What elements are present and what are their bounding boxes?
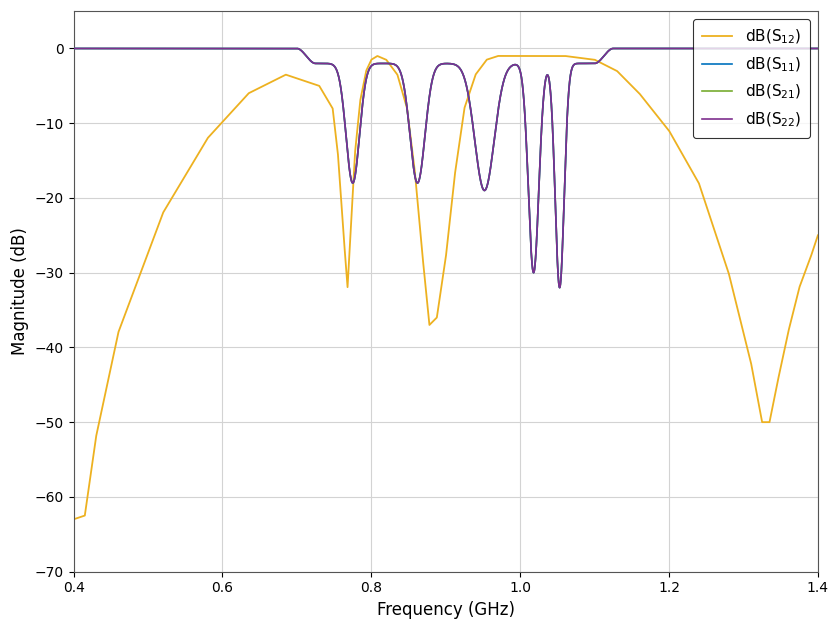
- Line: dB(S$_{12}$): dB(S$_{12}$): [74, 56, 818, 519]
- dB(S$_{21}$): [813, 45, 823, 52]
- dB(S$_{22}$): [813, 45, 823, 52]
- dB(S$_{11}$): [72, 45, 82, 52]
- dB(S$_{12}$): [113, 329, 123, 337]
- dB(S$_{11}$): [99, 45, 109, 52]
- dB(S$_{22}$): [113, 45, 123, 52]
- Line: dB(S$_{11}$): dB(S$_{11}$): [74, 49, 818, 288]
- dB(S$_{22}$): [69, 45, 79, 52]
- dB(S$_{12}$): [72, 515, 82, 522]
- dB(S$_{12}$): [99, 394, 109, 401]
- dB(S$_{11}$): [433, 63, 443, 71]
- dB(S$_{11}$): [113, 45, 123, 52]
- dB(S$_{22}$): [433, 63, 443, 71]
- dB(S$_{12}$): [493, 52, 503, 60]
- dB(S$_{11}$): [774, 45, 784, 52]
- dB(S$_{12}$): [433, 309, 443, 317]
- dB(S$_{22}$): [72, 45, 82, 52]
- Line: dB(S$_{22}$): dB(S$_{22}$): [74, 49, 818, 288]
- dB(S$_{22}$): [99, 45, 109, 52]
- dB(S$_{21}$): [72, 45, 82, 52]
- dB(S$_{22}$): [214, 45, 224, 52]
- dB(S$_{21}$): [433, 63, 443, 71]
- Y-axis label: Magnitude (dB): Magnitude (dB): [11, 227, 29, 355]
- dB(S$_{12}$): [774, 374, 784, 381]
- dB(S$_{12}$): [813, 232, 823, 239]
- dB(S$_{21}$): [774, 45, 784, 52]
- dB(S$_{11}$): [813, 45, 823, 52]
- dB(S$_{11}$): [554, 284, 564, 292]
- dB(S$_{21}$): [99, 45, 109, 52]
- dB(S$_{11}$): [69, 45, 79, 52]
- dB(S$_{11}$): [214, 45, 224, 52]
- dB(S$_{21}$): [214, 45, 224, 52]
- dB(S$_{12}$): [214, 122, 224, 129]
- X-axis label: Frequency (GHz): Frequency (GHz): [377, 601, 515, 619]
- dB(S$_{21}$): [554, 284, 564, 292]
- dB(S$_{21}$): [113, 45, 123, 52]
- dB(S$_{12}$): [69, 515, 79, 523]
- dB(S$_{21}$): [69, 45, 79, 52]
- Legend: dB(S$_{12}$), dB(S$_{11}$), dB(S$_{21}$), dB(S$_{22}$): dB(S$_{12}$), dB(S$_{11}$), dB(S$_{21}$)…: [693, 19, 811, 138]
- Line: dB(S$_{21}$): dB(S$_{21}$): [74, 49, 818, 288]
- dB(S$_{22}$): [774, 45, 784, 52]
- dB(S$_{22}$): [554, 284, 564, 292]
